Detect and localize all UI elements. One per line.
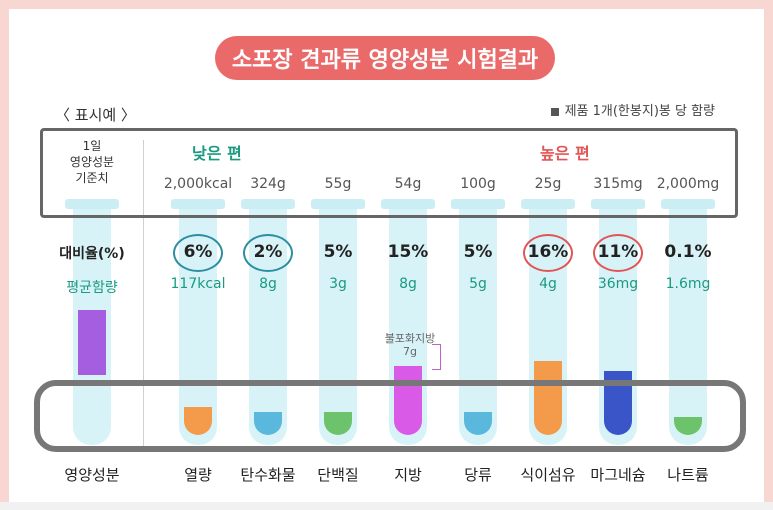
low-highlight-ring — [243, 234, 293, 272]
average-amount: 8g — [399, 276, 417, 292]
nutrient-name: 탄수화물 — [240, 466, 296, 484]
square-bullet-icon — [550, 107, 559, 116]
nutrient-fill — [394, 366, 422, 435]
avg-label: 평균함량 — [66, 280, 118, 296]
nutrient-name: 나트륨 — [667, 466, 709, 484]
fat-bracket — [432, 344, 441, 370]
daily-standard-value: 55g — [324, 176, 352, 192]
daily-standard-value: 100g — [460, 176, 496, 192]
unit-note-text: 제품 1개(한봉지)봉 당 함량 — [564, 104, 715, 119]
nutrient-tube — [451, 199, 505, 445]
daily-value-percent: 2% — [253, 242, 283, 262]
nutrient-name: 열량 — [184, 466, 212, 484]
daily-standard-label: 1일 영양성분 기준치 — [57, 138, 127, 186]
nutrient-name: 식이섬유 — [520, 466, 576, 484]
ratio-label: 대비율(%) — [59, 246, 125, 262]
nutrient-fill — [254, 412, 282, 435]
nutrient-tube — [661, 199, 715, 445]
low-tag: 낮은 편 — [192, 144, 242, 163]
high-highlight-ring — [593, 234, 643, 272]
average-amount: 1.6mg — [665, 276, 711, 292]
bottom-strip — [0, 502, 773, 510]
unsaturated-fat-note: 불포화지방 7g — [380, 332, 440, 358]
daily-standard-value: 324g — [250, 176, 286, 192]
average-amount: 5g — [469, 276, 487, 292]
fat-note-line: 불포화지방 — [384, 332, 436, 345]
daily-value-percent: 5% — [323, 242, 353, 262]
page-title: 소포장 견과류 영양성분 시험결과 — [215, 36, 555, 80]
example-tube — [65, 199, 119, 445]
unit-note: 제품 1개(한봉지)봉 당 함량 — [550, 100, 715, 119]
daily-standard-value: 2,000kcal — [163, 176, 233, 192]
tube-bottom-highlight-box — [34, 380, 746, 452]
daily-value-percent: 6% — [183, 242, 213, 262]
daily-standard-value: 54g — [394, 176, 422, 192]
std-label-line: 영양성분 — [69, 155, 115, 169]
average-amount: 4g — [539, 276, 557, 292]
daily-standard-value: 25g — [534, 176, 562, 192]
nutrient-fill — [464, 412, 492, 435]
average-amount: 36mg — [597, 276, 639, 292]
nutrient-fill — [674, 417, 702, 435]
nutrient-name: 당류 — [464, 466, 492, 484]
nutrient-name: 마그네슘 — [590, 466, 646, 484]
daily-value-percent: 5% — [463, 242, 493, 262]
divider — [143, 140, 144, 450]
nutrient-fill — [534, 361, 562, 435]
std-label-line: 기준치 — [75, 171, 109, 185]
nutrient-tube — [381, 199, 435, 445]
nutrient-fill — [324, 412, 352, 435]
daily-value-percent: 0.1% — [664, 242, 712, 262]
daily-value-percent: 15% — [387, 242, 429, 262]
daily-value-percent: 11% — [597, 242, 639, 262]
daily-value-percent: 16% — [527, 242, 569, 262]
example-tube-fill — [78, 310, 106, 375]
high-tag: 높은 편 — [540, 144, 590, 163]
example-label: 〈 표시예 〉 — [55, 106, 136, 124]
nutrient-name: 지방 — [394, 466, 422, 484]
fat-note-line: 7g — [403, 345, 417, 358]
low-highlight-ring — [173, 234, 223, 272]
std-label-line: 1일 — [82, 139, 102, 153]
nutrient-fill — [184, 407, 212, 435]
high-highlight-ring — [523, 234, 573, 272]
left-nutrient-label: 영양성분 — [64, 466, 120, 484]
nutrient-tube — [311, 199, 365, 445]
standard-highlight-box — [40, 128, 738, 218]
average-amount: 3g — [329, 276, 347, 292]
daily-standard-value: 2,000mg — [656, 176, 720, 192]
average-amount: 117kcal — [170, 276, 226, 292]
nutrient-name: 단백질 — [317, 466, 359, 484]
average-amount: 8g — [259, 276, 277, 292]
daily-standard-value: 315mg — [593, 176, 643, 192]
